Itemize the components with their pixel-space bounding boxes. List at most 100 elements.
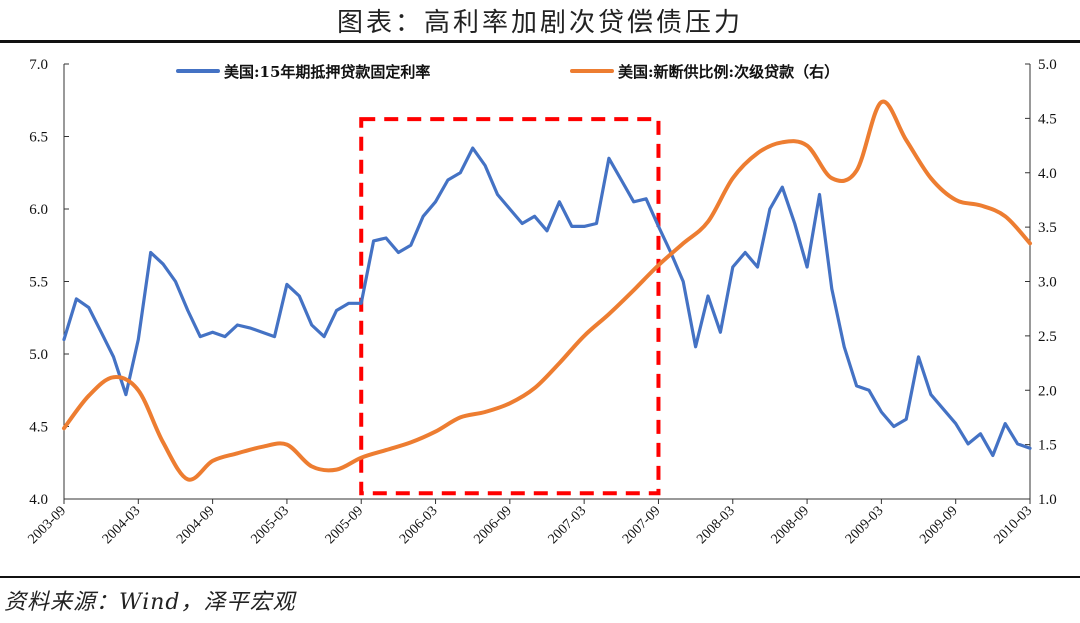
data-point-subprime-foreclosure [607, 313, 610, 316]
data-point-subprime-foreclosure [409, 441, 412, 444]
data-point-mortgage-rate [100, 331, 103, 334]
data-point-mortgage-rate [917, 355, 920, 358]
data-point-mortgage-rate [793, 222, 796, 225]
data-point-mortgage-rate [806, 266, 809, 269]
footer-divider [0, 576, 1080, 578]
data-point-mortgage-rate [471, 147, 474, 150]
x-tick-label: 2008-03 [694, 503, 738, 547]
data-point-mortgage-rate [620, 179, 623, 182]
y-left-tick-label: 6.5 [29, 130, 48, 146]
data-point-mortgage-rate [694, 345, 697, 348]
data-point-subprime-foreclosure [806, 144, 809, 147]
data-point-subprime-foreclosure [285, 443, 288, 446]
data-point-mortgage-rate [273, 335, 276, 338]
series-line-mortgage-rate [62, 146, 1032, 458]
data-point-mortgage-rate [892, 425, 895, 428]
data-point-subprime-foreclosure [558, 362, 561, 365]
data-point-mortgage-rate [905, 418, 908, 421]
data-point-mortgage-rate [434, 200, 437, 203]
data-point-subprime-foreclosure [855, 169, 858, 172]
data-point-subprime-foreclosure [830, 177, 833, 180]
data-point-mortgage-rate [360, 302, 363, 305]
data-point-mortgage-rate [162, 263, 165, 266]
data-point-subprime-foreclosure [905, 139, 908, 142]
data-point-mortgage-rate [1004, 422, 1007, 425]
data-point-subprime-foreclosure [929, 177, 932, 180]
data-point-mortgage-rate [112, 355, 115, 358]
data-point-mortgage-rate [224, 335, 227, 338]
y-left-tick-label: 4.0 [29, 492, 48, 508]
legend: 美国:15年期抵押贷款固定利率 美国:新断供比例:次级贷款（右） [176, 63, 839, 81]
data-point-subprime-foreclosure [756, 152, 759, 155]
data-point-subprime-foreclosure [112, 376, 115, 379]
data-point-mortgage-rate [607, 157, 610, 160]
x-tick-label: 2007-03 [546, 503, 590, 547]
data-point-subprime-foreclosure [186, 478, 189, 481]
data-point-subprime-foreclosure [87, 394, 90, 397]
data-point-subprime-foreclosure [1029, 242, 1032, 245]
data-point-mortgage-rate [248, 326, 251, 329]
data-point-mortgage-rate [422, 215, 425, 218]
data-point-subprime-foreclosure [781, 141, 784, 144]
x-tick-label: 2009-09 [917, 503, 961, 547]
data-point-mortgage-rate [397, 251, 400, 254]
data-point-mortgage-rate [347, 302, 350, 305]
y-left-tick-label: 4.5 [29, 420, 48, 436]
x-tick-label: 2005-03 [248, 503, 292, 547]
data-point-subprime-foreclosure [583, 334, 586, 337]
data-point-subprime-foreclosure [682, 242, 685, 245]
data-point-mortgage-rate [991, 454, 994, 457]
x-tick-label: 2006-03 [397, 503, 441, 547]
data-point-mortgage-rate [75, 297, 78, 300]
data-point-subprime-foreclosure [632, 289, 635, 292]
source-note: 资料来源：Wind，泽平宏观 [4, 590, 296, 615]
x-tick-label: 2004-09 [174, 503, 218, 547]
data-point-subprime-foreclosure [508, 402, 511, 405]
data-point-mortgage-rate [546, 229, 549, 232]
data-point-subprime-foreclosure [310, 465, 313, 468]
y-right-tick-label: 1.0 [1038, 492, 1057, 508]
data-point-mortgage-rate [63, 338, 66, 341]
data-point-mortgage-rate [595, 222, 598, 225]
data-point-subprime-foreclosure [360, 456, 363, 459]
data-point-mortgage-rate [496, 193, 499, 196]
data-point-mortgage-rate [645, 197, 648, 200]
data-point-subprime-foreclosure [979, 204, 982, 207]
data-point-subprime-foreclosure [63, 427, 66, 430]
data-point-subprime-foreclosure [162, 441, 165, 444]
data-point-subprime-foreclosure [484, 411, 487, 414]
data-point-mortgage-rate [830, 287, 833, 290]
data-point-mortgage-rate [186, 309, 189, 312]
data-point-mortgage-rate [768, 208, 771, 211]
data-point-subprime-foreclosure [657, 264, 660, 267]
series-layer [62, 99, 1032, 482]
data-point-mortgage-rate [199, 335, 202, 338]
data-point-mortgage-rate [929, 393, 932, 396]
y-right-tick-label: 1.5 [1038, 438, 1057, 454]
data-point-mortgage-rate [508, 208, 511, 211]
x-tick-label: 2007-09 [620, 503, 664, 547]
data-point-mortgage-rate [1029, 447, 1032, 450]
data-point-mortgage-rate [979, 432, 982, 435]
data-point-mortgage-rate [558, 200, 561, 203]
data-point-mortgage-rate [843, 345, 846, 348]
y-right-tick-label: 4.0 [1038, 166, 1057, 182]
data-point-subprime-foreclosure [385, 449, 388, 452]
legend-label-mortgage-rate: 美国:15年期抵押贷款固定利率 [224, 63, 430, 81]
data-point-mortgage-rate [632, 200, 635, 203]
data-point-mortgage-rate [942, 408, 945, 411]
data-point-subprime-foreclosure [137, 389, 140, 392]
data-point-mortgage-rate [137, 338, 140, 341]
y-left-tick-label: 5.0 [29, 347, 48, 363]
highlight-box [359, 117, 661, 496]
x-tick-label: 2006-09 [471, 503, 515, 547]
data-point-subprime-foreclosure [261, 445, 264, 448]
data-point-mortgage-rate [385, 237, 388, 240]
data-point-mortgage-rate [261, 331, 264, 334]
data-point-subprime-foreclosure [731, 177, 734, 180]
data-point-mortgage-rate [174, 280, 177, 283]
data-point-subprime-foreclosure [211, 459, 214, 462]
data-point-subprime-foreclosure [459, 416, 462, 419]
data-point-mortgage-rate [855, 384, 858, 387]
data-point-mortgage-rate [298, 295, 301, 298]
